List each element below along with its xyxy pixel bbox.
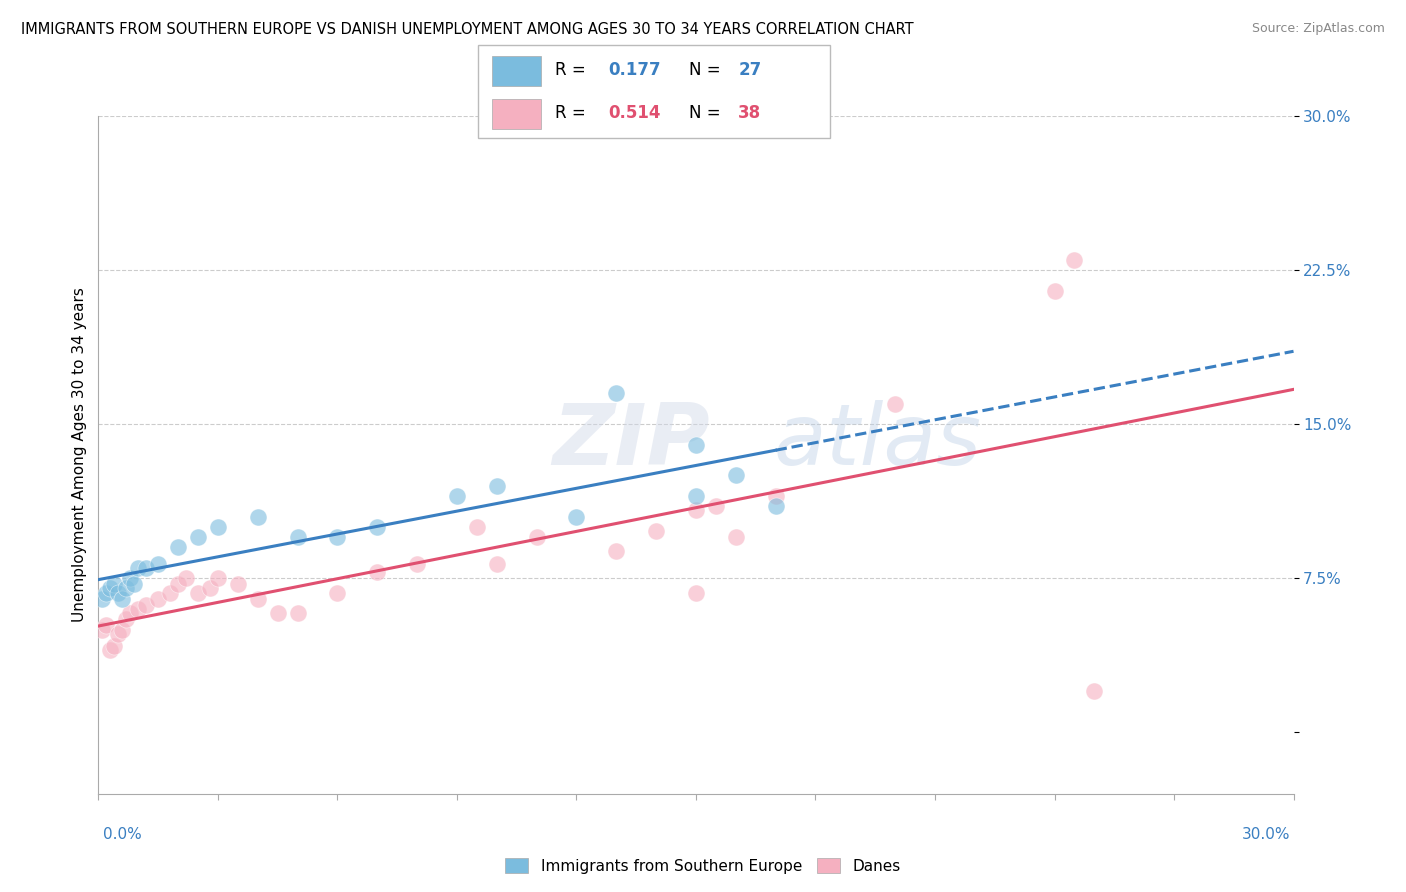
Text: IMMIGRANTS FROM SOUTHERN EUROPE VS DANISH UNEMPLOYMENT AMONG AGES 30 TO 34 YEARS: IMMIGRANTS FROM SOUTHERN EUROPE VS DANIS… — [21, 22, 914, 37]
Point — [246, 509, 269, 524]
Point — [167, 577, 190, 591]
Text: N =: N = — [689, 62, 725, 79]
Point — [135, 598, 157, 612]
Point — [174, 571, 197, 585]
Point — [159, 585, 181, 599]
Point — [287, 530, 309, 544]
Point — [96, 585, 118, 599]
Point — [724, 530, 747, 544]
Point — [605, 544, 627, 558]
Text: 0.177: 0.177 — [609, 62, 661, 79]
Point — [485, 557, 508, 571]
Point — [246, 591, 269, 606]
Point — [1063, 252, 1085, 267]
Point — [187, 530, 209, 544]
Point — [1083, 684, 1105, 698]
Text: 0.0%: 0.0% — [103, 827, 142, 841]
Point — [115, 612, 138, 626]
Text: 0.514: 0.514 — [609, 103, 661, 121]
Point — [685, 503, 707, 517]
Point — [884, 396, 907, 410]
Point — [645, 524, 668, 538]
Text: 27: 27 — [738, 62, 762, 79]
Y-axis label: Unemployment Among Ages 30 to 34 years: Unemployment Among Ages 30 to 34 years — [72, 287, 87, 623]
Point — [167, 541, 190, 555]
Point — [526, 530, 548, 544]
Point — [124, 577, 146, 591]
Point — [107, 626, 129, 640]
Point — [724, 468, 747, 483]
FancyBboxPatch shape — [492, 56, 541, 86]
Point — [148, 557, 170, 571]
Text: ZIP: ZIP — [553, 400, 710, 483]
Point — [765, 489, 787, 503]
Point — [287, 606, 309, 620]
Point — [685, 437, 707, 451]
Point — [326, 530, 349, 544]
Point — [207, 571, 229, 585]
Point — [366, 520, 388, 534]
Point — [446, 489, 468, 503]
Point — [127, 602, 149, 616]
Point — [685, 489, 707, 503]
Text: 30.0%: 30.0% — [1243, 827, 1291, 841]
Point — [765, 500, 787, 514]
Point — [103, 639, 125, 653]
Point — [226, 577, 249, 591]
Point — [107, 585, 129, 599]
Point — [207, 520, 229, 534]
Point — [96, 618, 118, 632]
Point — [127, 561, 149, 575]
Point — [465, 520, 488, 534]
Text: atlas: atlas — [773, 400, 981, 483]
FancyBboxPatch shape — [492, 99, 541, 129]
Legend: Immigrants from Southern Europe, Danes: Immigrants from Southern Europe, Danes — [499, 852, 907, 880]
Point — [565, 509, 588, 524]
Point — [120, 571, 142, 585]
Point — [148, 591, 170, 606]
Point — [103, 577, 125, 591]
Point — [1043, 284, 1066, 298]
Point — [135, 561, 157, 575]
Point — [98, 643, 122, 657]
Point — [605, 386, 627, 401]
Point — [366, 565, 388, 579]
Point — [115, 582, 138, 596]
Point — [198, 582, 221, 596]
Point — [111, 591, 134, 606]
Point — [120, 606, 142, 620]
Point — [685, 585, 707, 599]
Point — [91, 623, 114, 637]
Point — [326, 585, 349, 599]
Point — [187, 585, 209, 599]
FancyBboxPatch shape — [478, 45, 830, 138]
Point — [406, 557, 429, 571]
Point — [91, 591, 114, 606]
Text: N =: N = — [689, 103, 725, 121]
Text: R =: R = — [555, 62, 592, 79]
Text: R =: R = — [555, 103, 592, 121]
Point — [704, 500, 727, 514]
Point — [98, 582, 122, 596]
Text: 38: 38 — [738, 103, 761, 121]
Point — [111, 623, 134, 637]
Text: Source: ZipAtlas.com: Source: ZipAtlas.com — [1251, 22, 1385, 36]
Point — [267, 606, 290, 620]
Point — [485, 479, 508, 493]
